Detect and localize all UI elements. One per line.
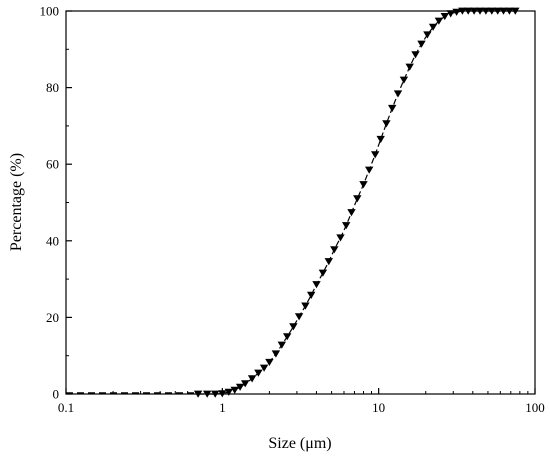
data-point-marker	[193, 390, 203, 398]
data-point-marker	[247, 375, 257, 383]
data-point-marker	[347, 209, 356, 217]
y-tick-label: 80	[46, 80, 59, 95]
data-point-marker	[440, 13, 449, 21]
data-point-marker	[481, 7, 491, 15]
data-point-marker	[399, 76, 409, 84]
data-point-marker	[376, 135, 385, 144]
data-point-marker	[458, 7, 467, 15]
data-point-marker	[469, 7, 479, 15]
data-point-marker	[318, 269, 328, 277]
y-tick-label: 100	[40, 4, 60, 19]
data-point-marker	[307, 291, 316, 299]
data-point-marker	[241, 380, 250, 388]
y-axis-ticks: 0 20 40 60 80 100	[40, 4, 72, 402]
x-axis-label: Size (μm)	[268, 435, 331, 452]
data-point-marker	[235, 383, 245, 391]
data-point-marker	[382, 120, 391, 128]
data-point-marker	[423, 31, 432, 39]
data-point-marker	[211, 390, 220, 398]
data-point-marker	[464, 7, 473, 15]
data-point-marker	[493, 7, 502, 15]
data-point-marker	[342, 222, 351, 230]
data-point-marker	[388, 104, 397, 113]
data-point-marker	[289, 323, 298, 331]
data-point-marker	[487, 7, 496, 15]
x-tick-label: 10	[372, 400, 385, 415]
plot-frame	[65, 10, 536, 395]
y-tick-label: 60	[46, 157, 59, 172]
x-tick-label: 0.1	[58, 400, 74, 415]
data-point-marker	[505, 7, 514, 15]
data-point-marker	[359, 181, 368, 189]
data-point-marker	[428, 23, 438, 31]
y-tick-label: 40	[46, 233, 59, 248]
data-point-marker	[365, 166, 374, 174]
x-tick-label: 1	[219, 400, 226, 415]
series-line	[198, 10, 516, 395]
data-point-marker	[499, 7, 508, 15]
data-point-marker	[301, 302, 310, 310]
y-tick-label: 20	[46, 310, 59, 325]
data-point-marker	[203, 390, 212, 398]
data-point-marker	[230, 386, 239, 394]
data-point-marker	[277, 341, 286, 349]
data-point-marker	[405, 63, 414, 71]
data-point-marker	[218, 390, 227, 398]
data-series	[66, 7, 520, 398]
data-point-marker	[511, 7, 520, 15]
data-point-marker	[417, 40, 426, 48]
data-point-marker	[283, 333, 292, 341]
data-point-marker	[475, 7, 485, 15]
x-tick-label: 100	[525, 400, 545, 415]
data-point-marker	[312, 281, 321, 289]
data-point-marker	[265, 358, 274, 366]
data-point-marker	[224, 388, 233, 396]
data-point-marker	[393, 90, 403, 98]
y-tick-label: 0	[53, 387, 60, 402]
data-point-marker	[434, 17, 444, 25]
data-point-marker	[336, 234, 345, 242]
data-point-marker	[254, 369, 263, 377]
data-point-marker	[324, 258, 333, 266]
data-point-marker	[446, 10, 455, 18]
data-point-marker	[411, 51, 420, 59]
data-point-marker	[294, 313, 304, 321]
y-axis-label: Percentage (%)	[8, 153, 25, 251]
data-point-marker	[353, 195, 362, 203]
data-point-marker	[452, 8, 461, 16]
x-axis-ticks: 0.1 1 10 100	[58, 388, 545, 415]
data-point-marker	[271, 350, 281, 358]
data-point-marker	[371, 151, 380, 159]
data-point-marker	[330, 246, 339, 254]
data-point-marker	[259, 364, 269, 372]
